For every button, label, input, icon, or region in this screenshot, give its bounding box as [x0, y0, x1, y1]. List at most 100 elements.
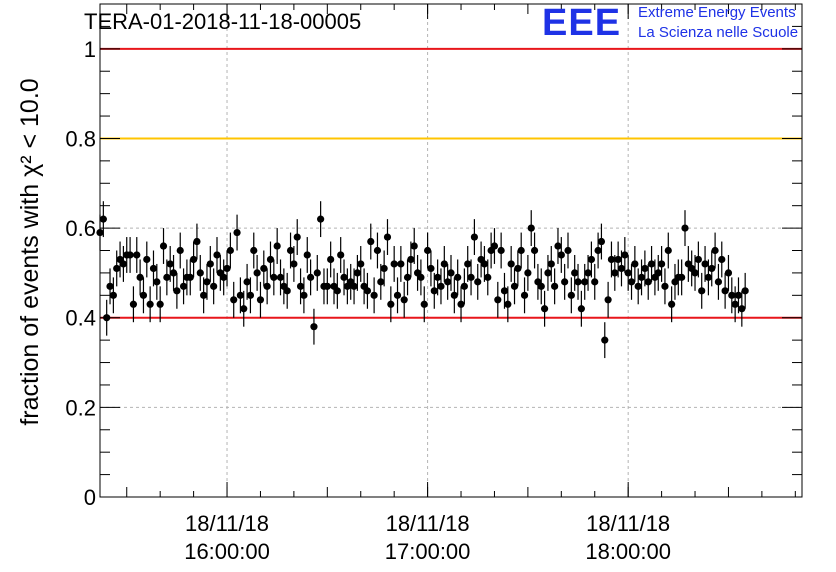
data-point: [353, 269, 361, 277]
data-point: [266, 255, 275, 264]
data-point: [233, 228, 241, 237]
data-point: [340, 273, 348, 281]
data-point: [363, 287, 372, 295]
data-point: [551, 282, 559, 290]
y-tick-label: 0.6: [65, 216, 96, 241]
data-point: [193, 237, 201, 246]
data-point: [500, 287, 509, 295]
plot-title: TERA-01-2018-11-18-00005: [84, 9, 362, 34]
data-point: [380, 264, 388, 273]
data-point: [447, 269, 455, 277]
data-point: [584, 269, 592, 277]
data-point: [721, 287, 729, 295]
data-point: [203, 278, 211, 286]
data-point: [504, 300, 512, 308]
data-point: [527, 224, 535, 232]
data-point: [143, 255, 151, 264]
data-point: [420, 300, 428, 308]
data-point: [226, 246, 234, 255]
data-point: [617, 264, 626, 273]
data-point: [246, 291, 255, 299]
data-points: [96, 201, 749, 359]
data-point: [263, 282, 271, 290]
y-tick-label: 0.2: [65, 395, 96, 420]
data-point: [310, 323, 318, 331]
data-point: [293, 233, 301, 241]
logo-text-line1: Extreme Energy Events: [638, 4, 796, 21]
data-point: [571, 269, 579, 277]
data-point: [393, 291, 402, 299]
data-point: [634, 282, 642, 290]
data-point: [190, 255, 198, 264]
x-tick-label-date: 18/11/18: [586, 511, 670, 536]
data-point: [156, 300, 164, 308]
data-point: [196, 269, 204, 277]
logo-text-line2: La Scienza nelle Scuole: [638, 24, 799, 41]
data-point: [594, 246, 602, 255]
data-point: [146, 300, 154, 308]
data-point: [300, 291, 308, 299]
x-tick-label-time: 17:00:00: [385, 539, 471, 564]
data-point: [708, 264, 716, 273]
data-point: [427, 264, 435, 273]
data-point: [323, 282, 331, 290]
data-point: [694, 255, 702, 264]
data-point: [213, 251, 221, 259]
data-point: [223, 264, 231, 273]
data-point: [497, 246, 505, 255]
data-point: [614, 255, 622, 264]
data-point: [544, 269, 552, 277]
data-point: [243, 278, 251, 286]
data-point: [520, 291, 529, 299]
data-point: [637, 273, 646, 281]
data-point: [129, 300, 138, 308]
data-point: [303, 251, 311, 259]
data-point: [681, 224, 689, 232]
data-point: [200, 291, 208, 299]
data-point: [333, 287, 341, 295]
data-point: [256, 296, 265, 304]
data-point: [701, 260, 709, 268]
data-point: [577, 305, 585, 313]
data-point: [664, 246, 672, 255]
data-point: [524, 269, 532, 277]
data-point: [220, 273, 228, 281]
logo-mark: EEE: [542, 2, 622, 44]
data-point: [390, 260, 398, 268]
data-point: [250, 246, 258, 255]
data-point: [270, 273, 278, 281]
data-point: [601, 336, 609, 344]
data-point: [480, 260, 489, 268]
data-point: [644, 278, 652, 286]
data-point: [587, 255, 596, 264]
data-point: [370, 291, 378, 299]
data-point: [367, 237, 375, 246]
data-point: [561, 278, 569, 286]
data-point: [604, 296, 612, 304]
data-point: [410, 242, 418, 250]
data-point: [139, 291, 148, 299]
reference-lines: [100, 47, 802, 319]
data-point: [658, 260, 666, 268]
data-point: [464, 260, 472, 268]
data-point: [510, 282, 519, 290]
data-point: [567, 291, 575, 299]
data-point: [210, 282, 218, 290]
data-point: [437, 282, 445, 290]
data-point: [400, 296, 408, 304]
data-point: [119, 260, 127, 268]
x-tick-label-date: 18/11/18: [185, 511, 269, 536]
data-point: [357, 260, 365, 268]
data-point: [106, 282, 114, 290]
data-point: [337, 251, 345, 259]
data-point: [530, 246, 539, 255]
data-point: [163, 273, 171, 281]
y-tick-label: 0: [84, 485, 96, 510]
data-point: [738, 305, 746, 313]
data-point: [236, 291, 244, 299]
data-point: [424, 246, 432, 255]
data-point: [731, 300, 739, 308]
data-point: [517, 246, 525, 255]
data-point: [661, 282, 669, 290]
data-point: [327, 255, 335, 264]
